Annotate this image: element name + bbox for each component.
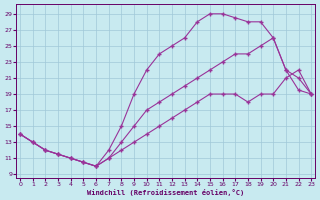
X-axis label: Windchill (Refroidissement éolien,°C): Windchill (Refroidissement éolien,°C) (87, 189, 244, 196)
